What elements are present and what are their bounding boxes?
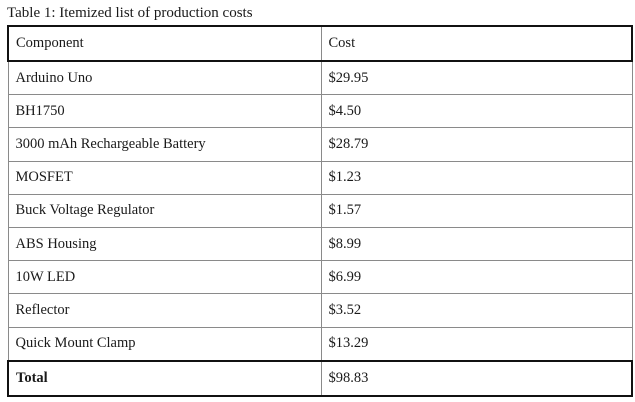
cost-cell: $13.29 (320, 326, 633, 362)
cost-cell: $1.57 (320, 193, 633, 228)
component-cell: ABS Housing (7, 226, 322, 262)
cost-cell: $28.79 (320, 127, 633, 162)
cost-cell: $6.99 (320, 260, 633, 295)
total-cost: $98.83 (320, 359, 633, 397)
component-cell: Quick Mount Clamp (7, 326, 322, 362)
table-row: Arduino Uno $29.95 (7, 60, 633, 96)
total-label: Total (7, 359, 322, 397)
production-costs-table: Component Cost Arduino Uno $29.95 BH1750… (7, 25, 633, 397)
table-caption: Table 1: Itemized list of production cos… (7, 5, 253, 21)
header-component: Component (7, 25, 322, 62)
table-total-row: Total $98.83 (7, 359, 633, 397)
table-row: MOSFET $1.23 (7, 160, 633, 195)
cost-cell: $1.23 (320, 160, 633, 195)
table-row: 10W LED $6.99 (7, 260, 633, 295)
cost-cell: $4.50 (320, 94, 633, 129)
table-header-row: Component Cost (7, 25, 633, 62)
component-cell: Arduino Uno (7, 60, 322, 96)
table-row: Quick Mount Clamp $13.29 (7, 326, 633, 362)
component-cell: MOSFET (7, 160, 322, 195)
component-cell: 3000 mAh Rechargeable Battery (7, 127, 322, 162)
table-row: BH1750 $4.50 (7, 94, 633, 129)
cost-cell: $8.99 (320, 226, 633, 262)
component-cell: 10W LED (7, 260, 322, 295)
component-cell: BH1750 (7, 94, 322, 129)
component-cell: Buck Voltage Regulator (7, 193, 322, 228)
table-row: Buck Voltage Regulator $1.57 (7, 193, 633, 228)
cost-cell: $29.95 (320, 60, 633, 96)
component-cell: Reflector (7, 293, 322, 328)
table-row: Reflector $3.52 (7, 293, 633, 328)
table-row: 3000 mAh Rechargeable Battery $28.79 (7, 127, 633, 162)
table-row: ABS Housing $8.99 (7, 226, 633, 262)
header-cost: Cost (320, 25, 633, 62)
cost-cell: $3.52 (320, 293, 633, 328)
